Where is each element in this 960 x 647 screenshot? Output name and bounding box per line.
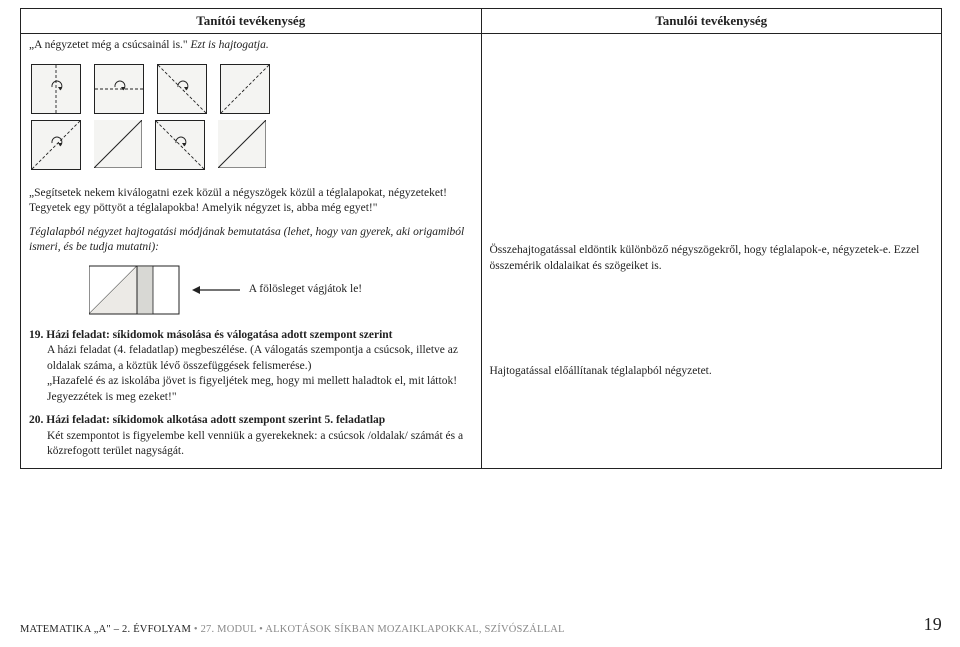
cell-left: „A négyzetet még a csúcsainál is." Ezt i… xyxy=(21,34,482,469)
page-number: 19 xyxy=(924,614,942,635)
left-para2: „Segítsetek nekem kiválogatni ezek közül… xyxy=(29,186,473,217)
header-right: Tanulói tevékenység xyxy=(481,9,942,34)
footer: MATEMATIKA „A" – 2. ÉVFOLYAM • 27. MODUL… xyxy=(20,624,942,635)
footer-mid: 27. MODUL • ALKOTÁSOK SÍKBAN MOZAIKLAPOK… xyxy=(201,624,565,635)
fig-tile xyxy=(94,64,144,114)
right-para1: Összehajtogatással eldöntik különböző né… xyxy=(490,243,934,274)
item19-title: 19. Házi feladat: síkidomok másolása és … xyxy=(29,329,393,341)
item19-body: A házi feladat (4. feladatlap) megbeszél… xyxy=(29,343,473,405)
item20-title: 20. Házi feladat: síkidomok alkotása ado… xyxy=(29,414,385,426)
header-left: Tanítói tevékenység xyxy=(21,9,482,34)
right-para2: Hajtogatással előállítanak téglalapból n… xyxy=(490,364,934,380)
cut-figure: A fölösleget vágjátok le! xyxy=(89,264,473,316)
left-para3: Téglalapból négyzet hajtogatási módjának… xyxy=(29,225,473,256)
fig-tile xyxy=(157,64,207,114)
fig-tile xyxy=(31,64,81,114)
figure-row2 xyxy=(31,120,473,170)
item20-body: Két szempontot is figyelembe kell venniü… xyxy=(29,429,473,460)
cell-right: Összehajtogatással eldöntik különböző né… xyxy=(481,34,942,469)
left-line1-italic: Ezt is hajtogatja. xyxy=(188,39,269,51)
cut-label: A fölösleget vágjátok le! xyxy=(249,282,362,298)
left-line1: „A négyzetet még a csúcsainál is." xyxy=(29,39,188,51)
fig-tile xyxy=(31,120,81,170)
fig-tile xyxy=(220,64,270,114)
fig-tile xyxy=(155,120,205,170)
footer-left: MATEMATIKA „A" – 2. ÉVFOLYAM xyxy=(20,624,191,635)
fig-tile-triangle xyxy=(94,120,142,168)
fig-tile-triangle xyxy=(218,120,266,168)
figure-row1 xyxy=(31,64,473,114)
